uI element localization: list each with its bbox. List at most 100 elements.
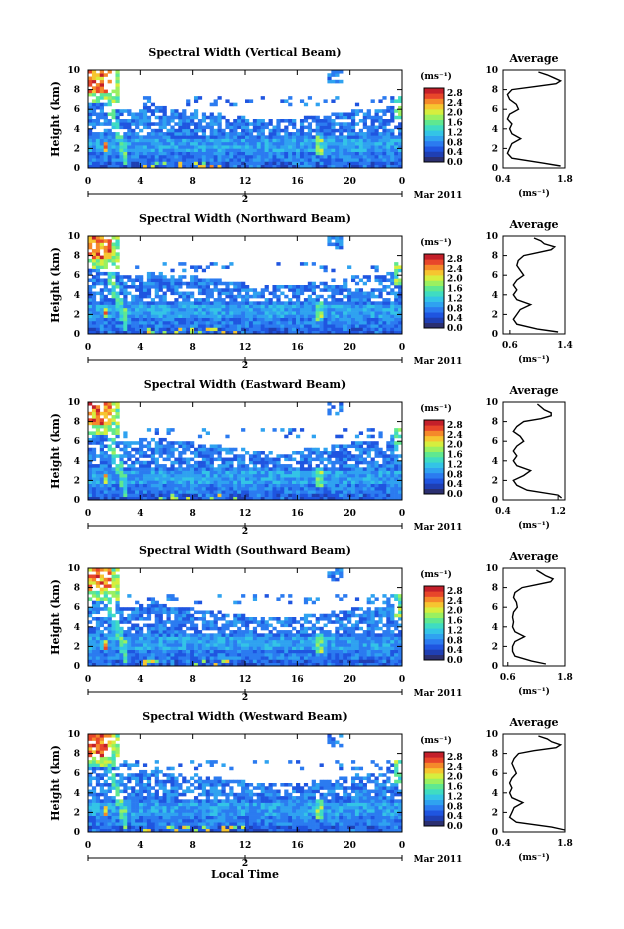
heatmap-cell <box>107 623 112 628</box>
heatmap-cell <box>394 109 399 113</box>
heatmap-cell <box>99 607 104 611</box>
heatmap-cell <box>217 112 222 117</box>
heatmap-cell <box>390 291 395 296</box>
heatmap-cell <box>174 281 179 286</box>
heatmap-cell <box>276 460 281 465</box>
heatmap-cell <box>217 154 222 159</box>
heatmap-cell <box>331 496 336 501</box>
heatmap-cell <box>178 132 183 136</box>
heatmap-cell <box>135 633 140 637</box>
heatmap-cell <box>91 421 97 426</box>
heatmap-cell <box>201 620 207 624</box>
heatmap-cell <box>366 158 371 162</box>
heatmap-cell <box>182 141 187 146</box>
heatmap-cell <box>205 291 210 296</box>
heatmap-cell <box>225 623 230 628</box>
heatmap-cell <box>88 418 93 422</box>
heatmap-cell <box>123 307 128 312</box>
heatmap-cell <box>213 646 218 650</box>
heatmap-cell <box>386 109 391 113</box>
heatmap-cell <box>335 451 340 455</box>
heatmap-cell <box>142 656 148 660</box>
heatmap-cell <box>186 307 191 312</box>
heatmap-cell <box>154 141 159 146</box>
heatmap-cell <box>248 145 254 149</box>
heatmap-cell <box>186 115 191 120</box>
heatmap-cell <box>366 320 371 325</box>
heatmap-cell <box>107 460 112 465</box>
heatmap-cell <box>107 411 112 416</box>
heatmap-cell <box>260 154 265 159</box>
heatmap-cell <box>323 128 328 133</box>
heatmap-cell <box>205 464 210 468</box>
heatmap-cell <box>394 431 399 435</box>
heatmap-cell <box>190 473 195 478</box>
heatmap-cell <box>91 301 97 305</box>
heatmap-cell <box>323 148 328 152</box>
heatmap-cell <box>142 330 148 335</box>
y-tick-label: 0 <box>74 330 80 340</box>
heatmap-cell <box>398 477 403 481</box>
heatmap-cell <box>88 70 93 74</box>
heatmap-cell <box>358 291 364 296</box>
heatmap-cell <box>88 441 93 445</box>
heatmap-cell <box>299 454 305 458</box>
heatmap-cell <box>288 454 293 458</box>
heatmap-cell <box>178 304 183 309</box>
heatmap-cell <box>394 99 399 103</box>
heatmap-cell <box>256 486 261 491</box>
heatmap-cell <box>88 298 93 302</box>
heatmap-cell <box>299 125 305 130</box>
heatmap-cell <box>142 324 148 328</box>
heatmap-cell <box>139 662 144 667</box>
heatmap-cell <box>299 138 305 143</box>
heatmap-cell <box>142 460 148 465</box>
heatmap-cell <box>95 164 101 169</box>
average-x-tick-label: 1.4 <box>557 341 573 351</box>
average-x-tick-label: 1.2 <box>550 507 566 517</box>
heatmap-cell <box>193 317 199 322</box>
heatmap-cell <box>99 311 104 315</box>
heatmap-cell <box>154 275 159 279</box>
heatmap-cell <box>292 141 297 146</box>
heatmap-cell <box>350 314 356 318</box>
heatmap-cell <box>131 294 136 299</box>
heatmap-cell <box>374 451 379 455</box>
heatmap-cell <box>386 141 391 146</box>
heatmap-cell <box>343 115 348 120</box>
heatmap-cell <box>150 600 156 605</box>
heatmap-cell <box>217 451 222 455</box>
heatmap-cell <box>99 483 104 488</box>
heatmap-cell <box>213 477 218 481</box>
heatmap-cell <box>139 294 144 299</box>
heatmap-cell <box>99 278 104 283</box>
heatmap-cell <box>292 467 297 471</box>
heatmap-cell <box>174 457 179 462</box>
heatmap-cell <box>264 473 269 478</box>
heatmap-cell <box>370 135 375 139</box>
heatmap-cell <box>142 486 148 491</box>
heatmap-cell <box>319 141 324 146</box>
heatmap-cell <box>311 496 316 501</box>
heatmap-cell <box>139 646 144 650</box>
heatmap-cell <box>91 457 97 462</box>
heatmap-cell <box>248 301 254 305</box>
heatmap-cell <box>252 154 258 159</box>
x-tick-label: 12 <box>239 177 252 187</box>
heatmap-cell <box>174 288 179 292</box>
heatmap-cell <box>174 164 179 169</box>
heatmap-cell <box>150 307 156 312</box>
heatmap-cell <box>213 633 218 637</box>
heatmap-cell <box>272 154 277 159</box>
heatmap-cell <box>88 473 93 478</box>
heatmap-cell <box>394 428 399 432</box>
heatmap-cell <box>146 109 152 113</box>
heatmap-cell <box>115 125 120 130</box>
heatmap-cell <box>154 643 159 647</box>
heatmap-cell <box>213 141 218 146</box>
heatmap-cell <box>319 467 324 471</box>
heatmap-cell <box>111 490 116 494</box>
heatmap-cell <box>296 470 301 475</box>
heatmap-cell <box>260 294 265 299</box>
heatmap-cell <box>158 486 163 491</box>
